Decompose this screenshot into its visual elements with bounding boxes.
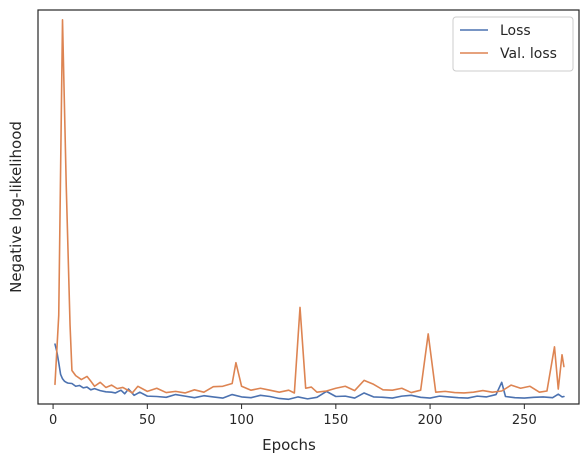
x-axis: 0 50 100 150 200 250	[49, 404, 537, 428]
plot-area	[37, 9, 580, 405]
x-tick-label: 200	[418, 413, 443, 428]
plot-frame	[37, 9, 580, 405]
series-line-val-loss	[54, 19, 565, 394]
legend-label: Val. loss	[500, 46, 557, 62]
x-tick-label: 250	[512, 413, 537, 428]
y-axis-label: Negative log-likelihood	[7, 121, 25, 293]
x-axis-label: Epochs	[262, 436, 316, 454]
series-layer	[54, 19, 565, 401]
x-tick-label: 100	[229, 413, 254, 428]
x-tick-label: 50	[139, 413, 156, 428]
x-tick-label: 150	[323, 413, 348, 428]
legend-label: Loss	[500, 23, 531, 39]
x-tick-label: 0	[49, 413, 57, 428]
legend: Loss Val. loss	[452, 16, 574, 72]
series-line-loss	[54, 343, 565, 401]
